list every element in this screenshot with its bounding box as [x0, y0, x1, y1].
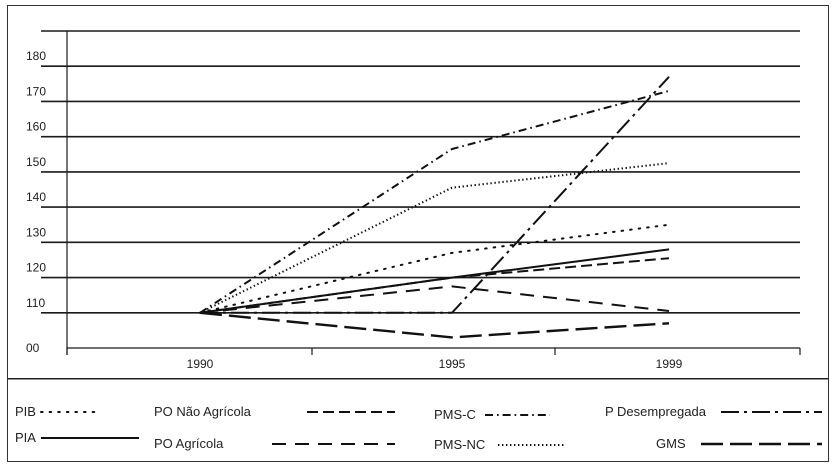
series-line-gms [199, 311, 670, 339]
series-layer [199, 76, 670, 339]
legend-label: PO Agrícola [154, 436, 224, 451]
y-tick-label: 00 [26, 341, 40, 355]
y-tick-label: 180 [26, 49, 46, 63]
x-tick-label: 1995 [439, 357, 466, 371]
legend: PIB PIA PO Não Agrícola PO Agrícola PMS-C PMS… [15, 404, 822, 452]
legend-item: PMS-C [434, 407, 550, 422]
legend-item: P Desempregada [605, 404, 822, 419]
y-tick-label: 170 [26, 84, 46, 98]
legend-label: PO Não Agrícola [154, 404, 252, 419]
chart-frame: 00 110 120 130 140 150 160 170 180 1990 1995 1999 P… [7, 5, 829, 462]
y-tick-label: 130 [26, 225, 46, 239]
series-line-pms-c [199, 89, 670, 314]
series-line-p-desempregada [200, 76, 670, 314]
legend-label: PMS-NC [434, 437, 485, 452]
legend-item: GMS [656, 436, 822, 451]
y-tick-label: 140 [26, 190, 46, 204]
chart-border [7, 5, 829, 462]
grid-layer [41, 30, 800, 314]
legend-item: PIA [15, 430, 139, 445]
axis-layer: 00 110 120 130 140 150 160 170 180 1990 1995 1999 [26, 31, 801, 371]
legend-label: PIB [15, 404, 36, 419]
series-line-pms-nc [199, 162, 670, 314]
legend-item: PMS-NC [434, 437, 565, 452]
legend-separator [8, 378, 828, 380]
legend-label: PMS-C [434, 407, 476, 422]
series-line-po-agr-cola [199, 285, 670, 314]
legend-label: GMS [656, 436, 686, 451]
y-tick-label: 160 [26, 120, 46, 134]
legend-label: PIA [15, 430, 36, 445]
legend-item: PIB [15, 404, 100, 419]
x-tick-label: 1990 [187, 357, 214, 371]
line-chart: 00 110 120 130 140 150 160 170 180 1990 1995 1999 P… [7, 5, 829, 462]
y-tick-label: 150 [26, 155, 46, 169]
legend-item: PO Agrícola [154, 436, 395, 451]
legend-label: P Desempregada [605, 404, 707, 419]
y-tick-label: 110 [26, 296, 45, 310]
legend-item: PO Não Agrícola [154, 404, 395, 419]
series-line-po-n-o-agr-cola [199, 257, 670, 314]
y-tick-label: 120 [26, 261, 46, 275]
series-line-pib [199, 223, 670, 314]
x-tick-label: 1999 [656, 357, 683, 371]
